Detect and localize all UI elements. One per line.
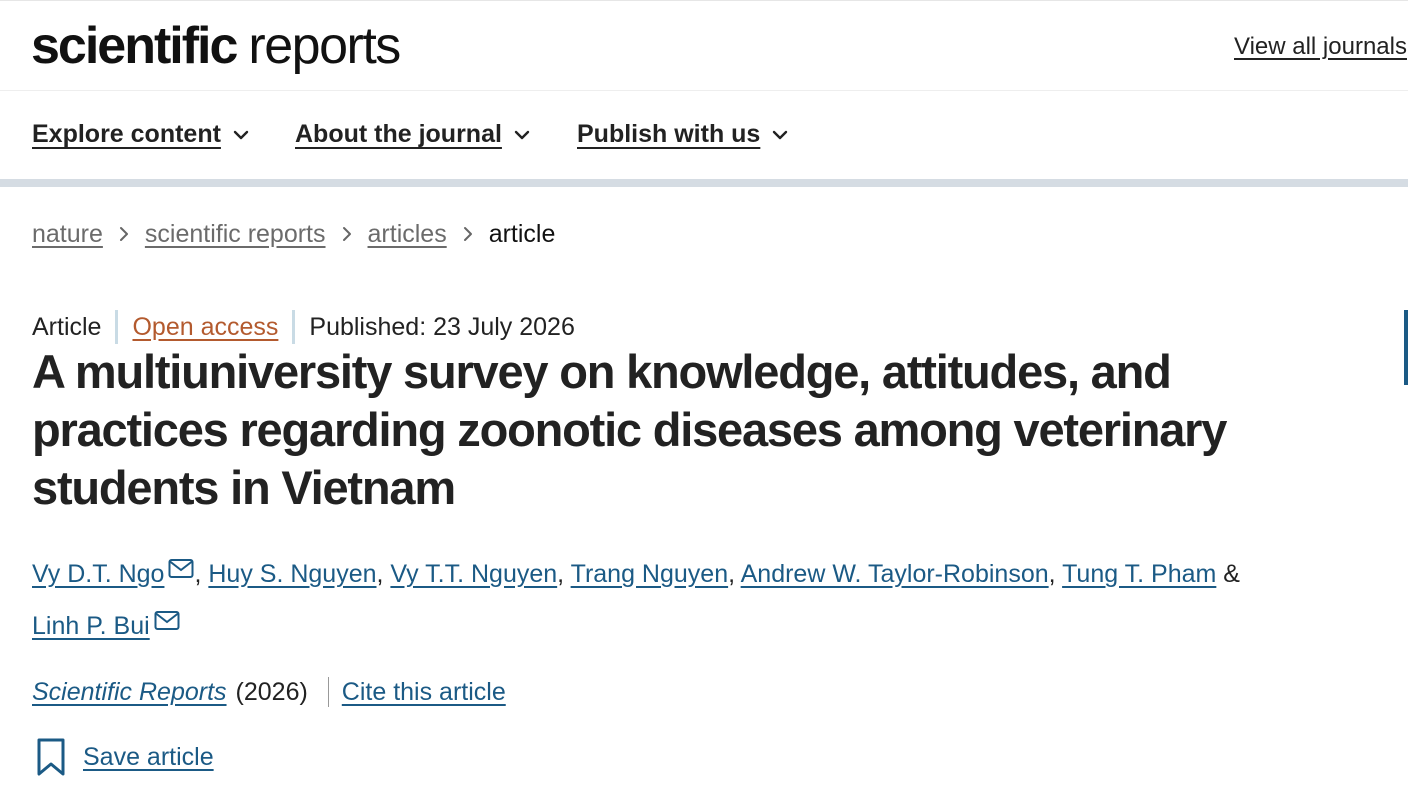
nav-publish-with-us[interactable]: Publish with us [577,120,788,149]
citation-divider [327,677,329,707]
chevron-right-icon [326,220,368,249]
author-link[interactable]: Huy S. Nguyen [208,560,377,588]
author-separator: , [557,560,571,588]
nav-divider-band [0,179,1408,187]
breadcrumb-scientific-reports[interactable]: scientific reports [144,220,326,248]
breadcrumb: nature scientific reports articles artic… [32,220,555,249]
view-all-journals-link[interactable]: View all journals [1234,33,1407,60]
author-link[interactable]: Linh P. Bui [32,612,150,640]
published-date: Published: 23 July 2026 [309,312,575,341]
author-separator: , [376,560,391,588]
meta-divider [115,310,119,344]
logo-light-text: reports [248,17,401,75]
meta-divider [292,310,296,344]
author-separator: , [728,560,741,588]
chevron-right-icon [103,220,145,249]
journal-name-link[interactable]: Scientific Reports [32,677,227,706]
envelope-icon[interactable] [154,610,180,632]
nav-item-label: About the journal [295,120,502,148]
bookmark-icon [37,738,65,776]
nav-about-the-journal[interactable]: About the journal [295,120,530,149]
logo-bold-text: scientific [31,17,238,75]
chevron-down-icon [773,130,788,139]
author-separator: , [1048,560,1063,588]
save-article-label: Save article [83,742,214,771]
open-access-link[interactable]: Open access [132,312,279,341]
author-separator: , [194,560,209,588]
envelope-icon[interactable] [168,558,194,580]
chevron-right-icon [447,220,489,249]
author-link[interactable]: Vy D.T. Ngo [32,560,165,588]
breadcrumb-nature[interactable]: nature [32,220,103,248]
nav-item-label: Publish with us [577,120,761,148]
cite-this-article-link[interactable]: Cite this article [341,677,506,706]
nav-explore-content[interactable]: Explore content [32,120,249,149]
author-separator-last: & [1216,560,1240,588]
journal-logo[interactable]: scientific reports [31,11,401,81]
site-header: scientific reports View all journals [0,0,1408,91]
article-type: Article [32,312,102,341]
breadcrumb-current: article [488,220,556,248]
author-link[interactable]: Andrew W. Taylor-Robinson [740,560,1049,588]
author-list: Vy D.T. Ngo, Huy S. Nguyen, Vy T.T. Nguy… [32,548,1262,652]
chevron-down-icon [233,130,249,139]
article-title: A multiuniversity survey on knowledge, a… [32,345,1227,514]
article-meta: Article Open access Published: 23 July 2… [32,309,575,345]
side-panel-tab[interactable] [1404,310,1408,385]
breadcrumb-articles[interactable]: articles [367,220,447,248]
chevron-down-icon [514,130,530,139]
author-link[interactable]: Trang Nguyen [570,560,729,588]
journal-citation-line: Scientific Reports (2026) Cite this arti… [32,677,506,707]
author-link[interactable]: Vy T.T. Nguyen [390,560,558,588]
main-nav: Explore content About the journal Publis… [0,91,1408,179]
nav-item-label: Explore content [32,120,221,148]
save-article-button[interactable]: Save article [32,737,214,777]
author-link[interactable]: Tung T. Pham [1062,560,1217,588]
journal-year: (2026) [235,677,308,706]
